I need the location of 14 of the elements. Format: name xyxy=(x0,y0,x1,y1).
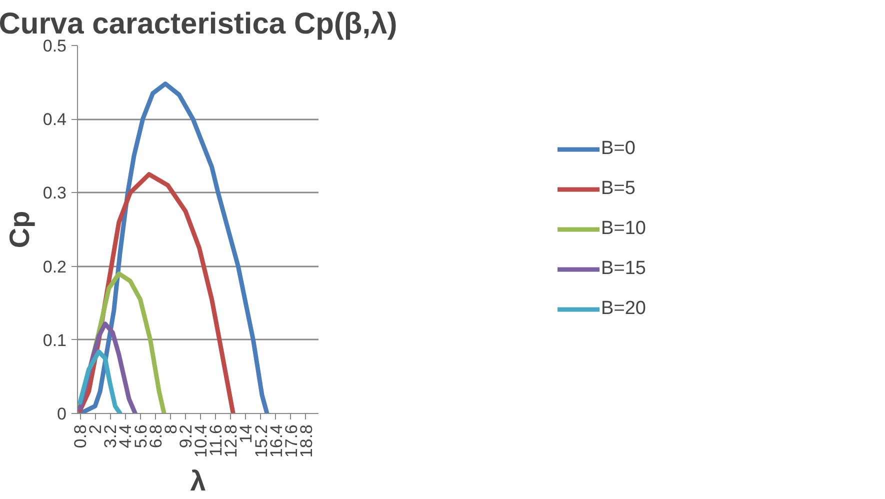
x-axis-title: λ xyxy=(190,466,206,497)
legend-label: B=0 xyxy=(601,138,636,160)
legend-label: B=20 xyxy=(601,298,646,320)
legend-label: B=15 xyxy=(601,258,646,280)
line-series xyxy=(78,82,270,414)
y-axis-title: Cp xyxy=(4,210,35,248)
y-tick-label: 0.1 xyxy=(42,330,67,350)
y-tick-label: 0.4 xyxy=(42,110,67,130)
legend-label: B=10 xyxy=(601,218,646,240)
y-tick-label: 0.3 xyxy=(42,184,67,203)
legend-label: B=5 xyxy=(601,178,636,200)
y-tick-label: 0 xyxy=(57,404,67,424)
y-tick-label: 0.2 xyxy=(42,257,67,276)
line-series xyxy=(78,349,122,414)
